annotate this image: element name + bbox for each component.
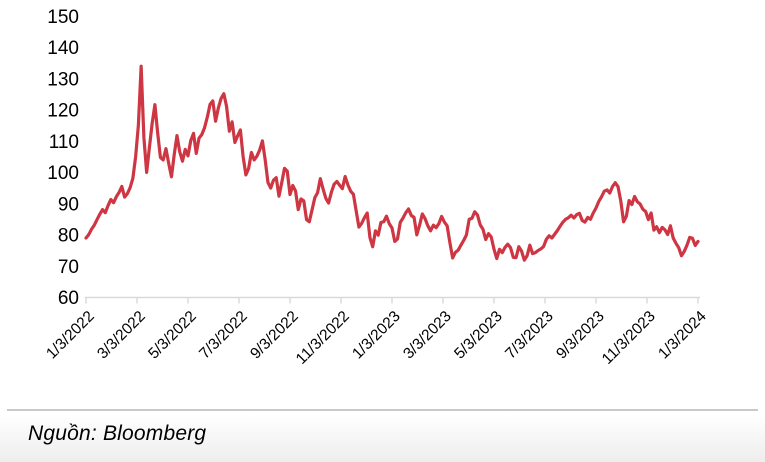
x-tick-label: 5/3/2022 [145,308,200,363]
price-series-line [84,64,700,262]
source-caption: Nguồn: Bloomberg [28,422,206,446]
y-tick-label: 60 [58,288,79,309]
x-tick-label: 3/3/2022 [94,308,149,363]
y-tick-label: 70 [58,257,79,278]
y-tick-label: 140 [47,38,79,59]
x-tick-label: 11/3/2022 [293,308,353,368]
y-tick-label: 110 [49,132,79,153]
y-tick-label: 100 [47,163,79,184]
x-axis-labels: 1/3/20223/3/20225/3/20227/3/20229/3/2022… [43,308,710,368]
x-tick-label: 1/3/2024 [655,308,710,363]
y-tick-label: 130 [47,69,79,90]
y-tick-label: 80 [58,226,79,247]
x-axis [85,296,700,304]
x-tick-label: 1/3/2022 [43,308,98,363]
separator-line [7,409,758,411]
x-tick-label: 5/3/2023 [451,308,506,363]
x-tick-label: 3/3/2023 [400,308,455,363]
x-tick-label: 7/3/2023 [502,308,557,363]
y-axis-labels: 150 140 130 120 110 100 90 80 70 60 [47,7,79,309]
y-tick-label: 90 [58,194,79,215]
x-tick-label: 7/3/2022 [196,308,251,363]
source-text: Nguồn: Bloomberg [28,422,207,445]
y-tick-label: 150 [47,7,79,28]
y-tick-label: 120 [47,101,79,122]
x-tick-label: 1/3/2023 [349,308,404,363]
x-tick-label: 11/3/2023 [599,308,659,368]
